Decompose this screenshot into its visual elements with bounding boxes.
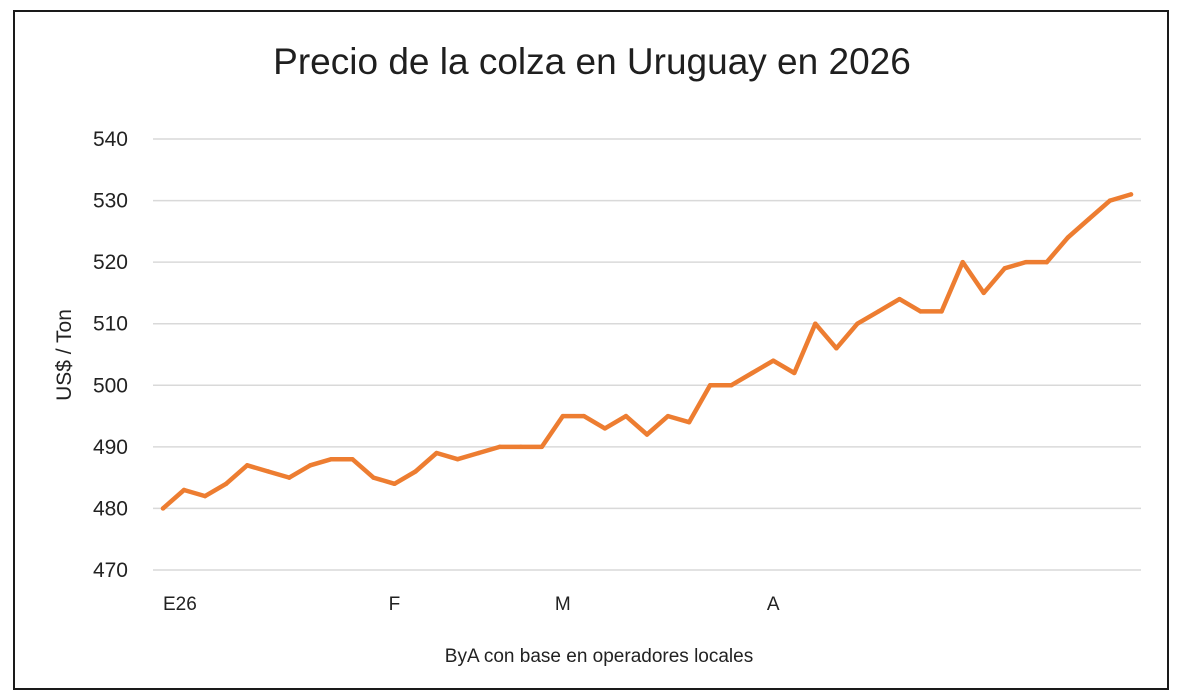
data-point — [434, 450, 439, 456]
data-point — [1023, 259, 1028, 265]
source-note: ByA con base en operadores locales — [445, 646, 753, 667]
data-point — [223, 481, 229, 486]
y-tick-label: 490 — [93, 436, 128, 459]
data-point — [792, 370, 797, 376]
y-tick-label: 470 — [93, 559, 128, 582]
data-point — [392, 481, 397, 486]
data-point — [813, 321, 818, 326]
data-point — [1107, 198, 1113, 203]
data-point — [329, 456, 334, 462]
y-axis-label: US$ / Ton — [53, 309, 76, 401]
y-tick-label: 480 — [93, 497, 128, 520]
chart-frame — [13, 10, 1169, 690]
y-tick-label: 530 — [93, 190, 128, 213]
gridlines — [153, 138, 1141, 571]
y-tick-label: 510 — [93, 313, 128, 336]
data-point — [181, 487, 187, 493]
data-point — [644, 432, 650, 437]
data-point — [707, 383, 713, 388]
data-point — [560, 413, 566, 419]
data-point — [455, 456, 460, 462]
data-point — [728, 383, 734, 388]
series-layer — [160, 192, 1134, 511]
data-point — [476, 450, 481, 456]
data-point — [1128, 192, 1134, 197]
data-point — [413, 469, 418, 474]
data-point — [686, 420, 692, 425]
data-point — [497, 444, 502, 450]
data-point — [1044, 259, 1050, 265]
line-chart: Precio de la colza en Uruguay en 2026 47… — [53, 41, 1141, 667]
data-point — [350, 456, 355, 462]
x-tick-label: F — [389, 594, 401, 615]
data-point — [371, 475, 376, 480]
series-line — [160, 192, 1134, 511]
data-point — [665, 413, 671, 419]
data-point — [623, 413, 629, 419]
data-point — [897, 296, 902, 302]
data-point — [602, 426, 608, 431]
data-point — [539, 444, 544, 450]
data-point — [960, 259, 965, 265]
data-point — [1065, 235, 1071, 240]
y-tick-label: 540 — [93, 128, 128, 151]
y-tick-label: 520 — [93, 251, 128, 274]
data-point — [581, 413, 587, 419]
data-point — [266, 469, 271, 474]
data-point — [518, 444, 523, 450]
data-point — [202, 493, 208, 499]
x-tick-label: A — [767, 594, 780, 615]
x-tick-label: M — [555, 594, 571, 615]
x-axis-ticks: E26 F M A — [163, 594, 780, 615]
data-point — [308, 463, 313, 468]
data-point — [244, 463, 250, 468]
data-point — [750, 370, 755, 376]
data-point — [771, 358, 776, 363]
chart-title: Precio de la colza en Uruguay en 2026 — [273, 41, 911, 82]
y-tick-label: 500 — [93, 374, 128, 397]
data-point — [1086, 216, 1092, 222]
data-point — [939, 309, 944, 314]
data-point — [981, 290, 986, 296]
data-point — [160, 506, 166, 511]
data-point — [834, 346, 839, 351]
data-point — [287, 475, 292, 480]
y-axis-ticks: 470 480 490 500 510 520 530 540 — [93, 128, 128, 582]
data-point — [918, 309, 923, 314]
data-point — [1002, 266, 1007, 271]
data-point — [855, 321, 860, 326]
x-tick-label: E26 — [163, 594, 197, 615]
data-point — [876, 309, 881, 314]
